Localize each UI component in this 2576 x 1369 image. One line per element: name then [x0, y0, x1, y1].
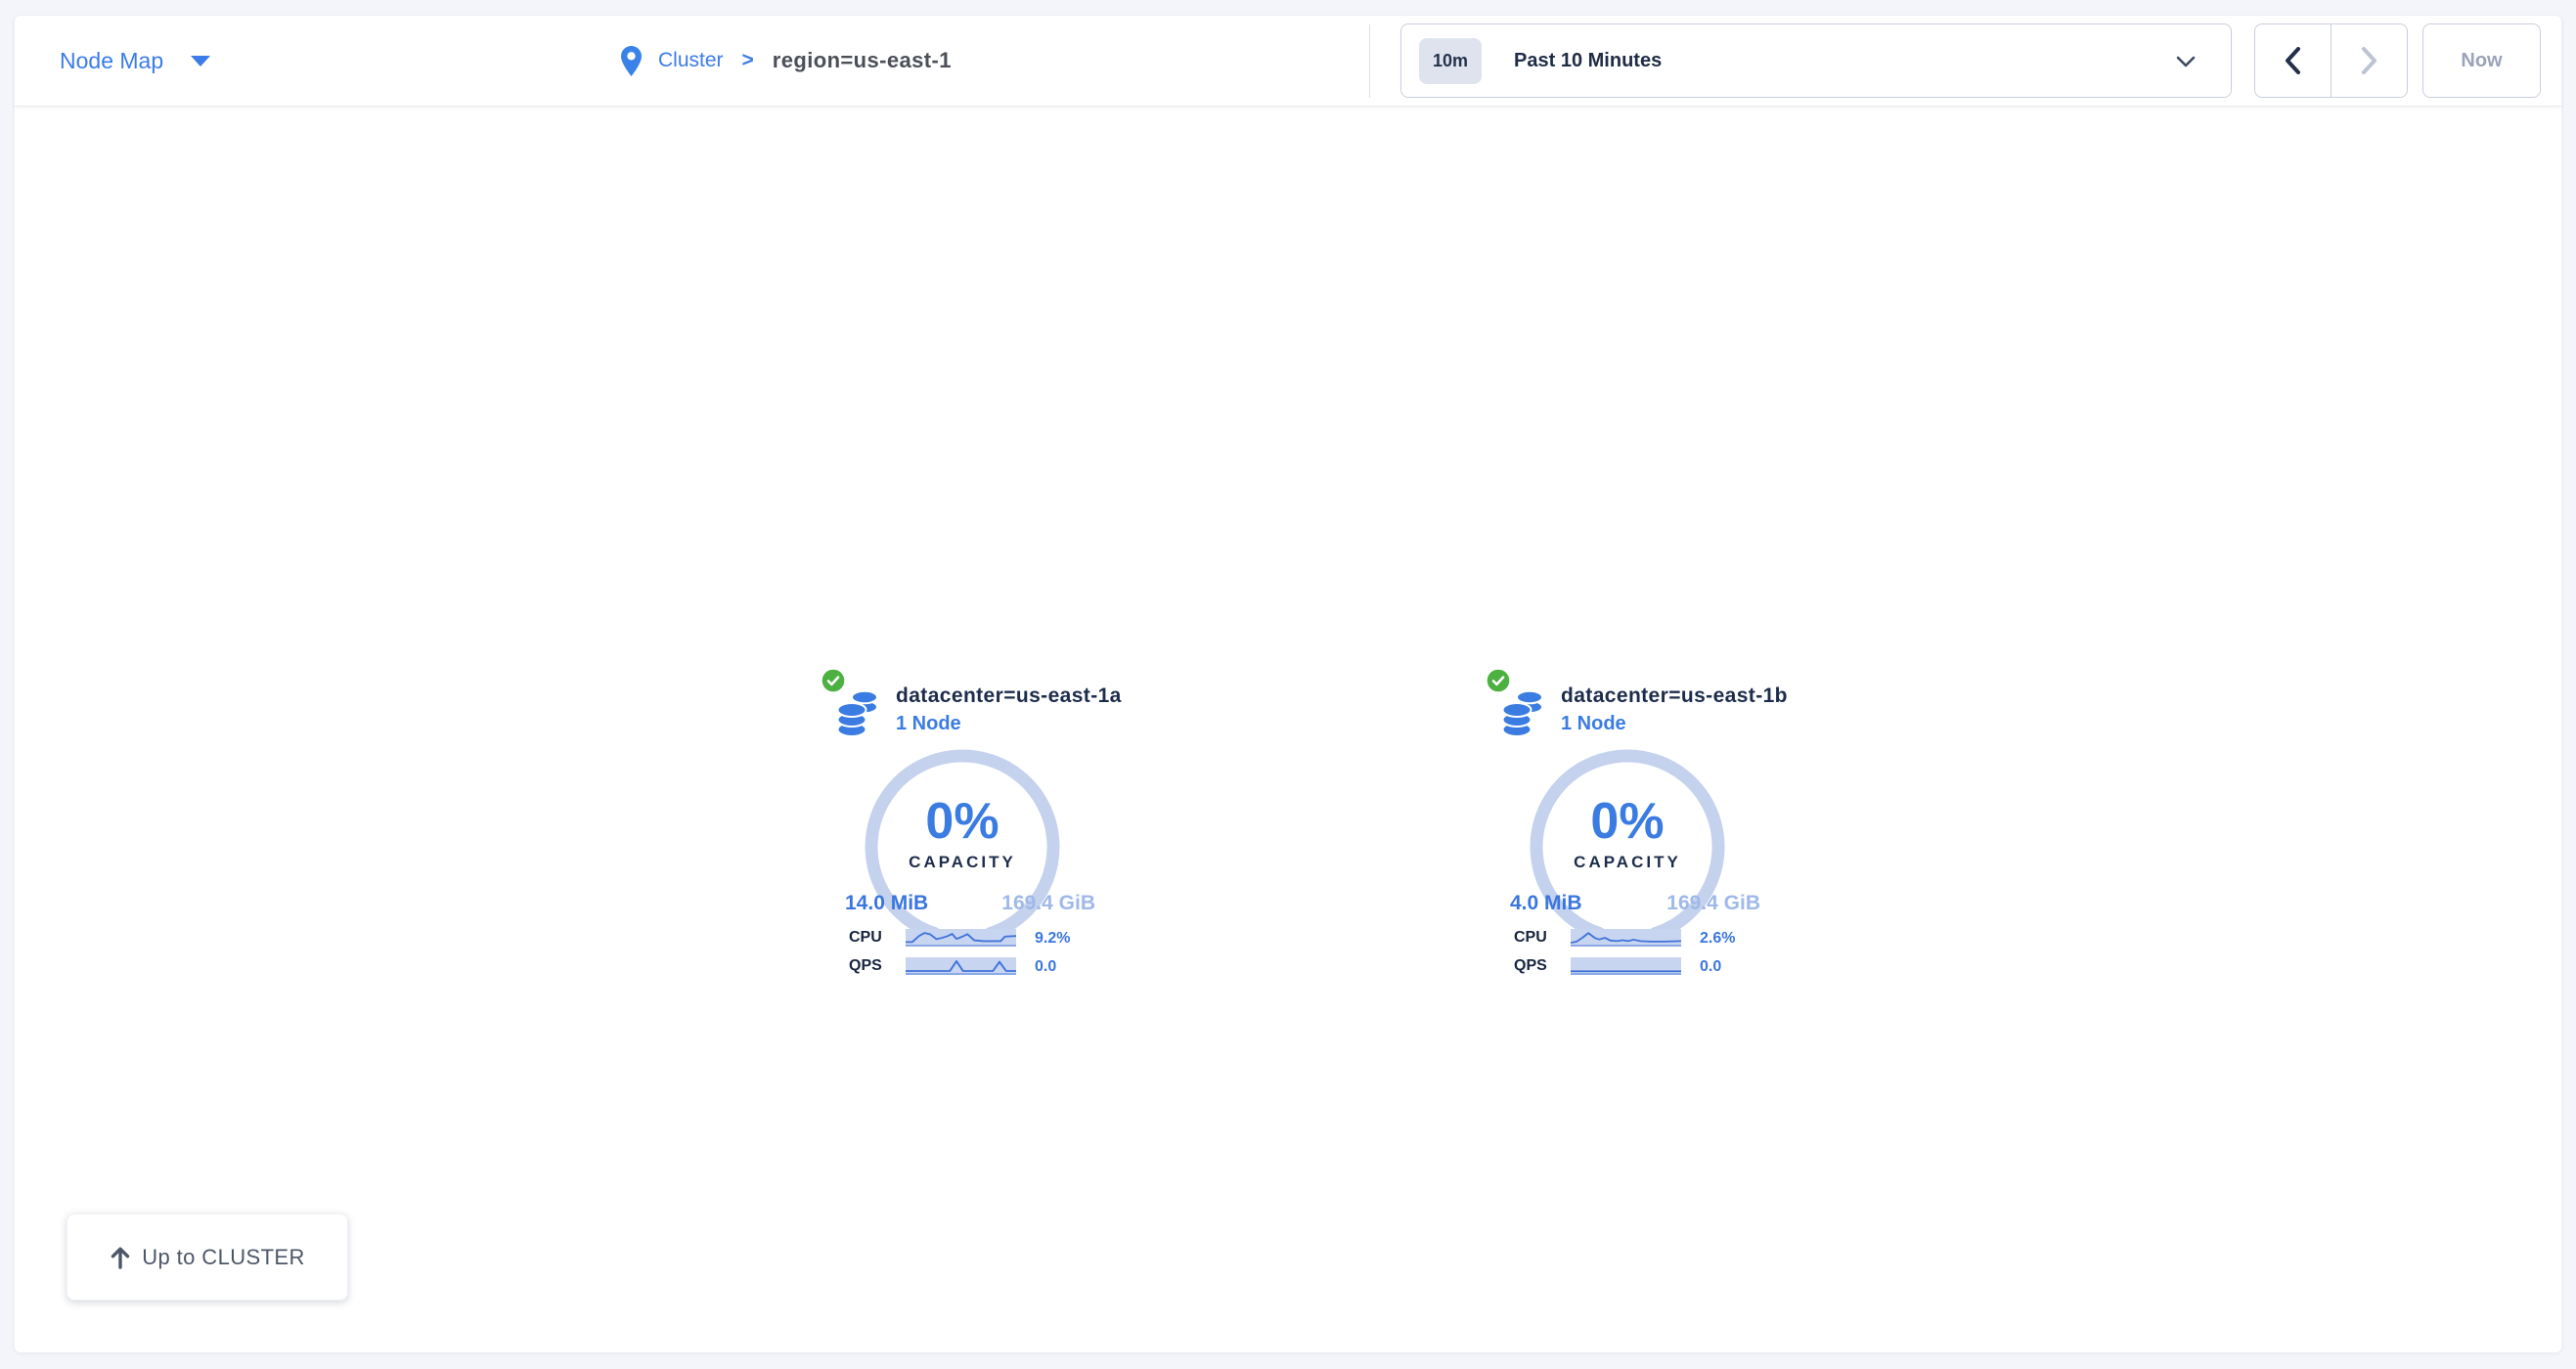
view-selector-label: Node Map	[60, 47, 164, 73]
locality-title: datacenter=us-east-1b	[1561, 684, 1788, 707]
locality-card-us-east-1b[interactable]: datacenter=us-east-1b 1 Node 0% CAPACITY…	[1487, 659, 1788, 987]
locality-card-us-east-1a[interactable]: datacenter=us-east-1a 1 Node 0% CAPACITY…	[822, 659, 1121, 987]
node-map-canvas: datacenter=us-east-1a 1 Node 0% CAPACITY…	[15, 108, 2561, 1352]
arrow-up-icon	[111, 1247, 130, 1269]
capacity-values-row: 14.0 MiB 169.4 GiB	[845, 892, 1095, 915]
cpu-value: 9.2%	[1035, 930, 1071, 947]
cpu-metric-row: CPU 9.2%	[822, 927, 1107, 949]
capacity-word: CAPACITY	[1574, 853, 1681, 871]
breadcrumb-separator: >	[741, 49, 754, 71]
chevron-right-icon	[2362, 47, 2376, 74]
locality-node-count: 1 Node	[896, 713, 961, 734]
healthy-check-icon	[822, 669, 845, 692]
qps-label: QPS	[849, 957, 882, 974]
up-to-cluster-button[interactable]: Up to CLUSTER	[67, 1214, 348, 1301]
breadcrumb: Cluster > region=us-east-1	[621, 16, 952, 106]
capacity-used: 14.0 MiB	[845, 892, 929, 914]
node-map-panel: Node Map Cluster > region=us-east-1 10m …	[15, 16, 2561, 1352]
qps-value: 0.0	[1700, 958, 1722, 975]
time-range-badge: 10m	[1419, 37, 1483, 84]
breadcrumb-cluster-link[interactable]: Cluster	[658, 49, 724, 71]
now-button[interactable]: Now	[2422, 23, 2541, 98]
capacity-percent: 0%	[1590, 793, 1665, 850]
time-window-prev-button[interactable]	[2255, 24, 2332, 97]
qps-metric-row: QPS 0.0	[822, 955, 1107, 977]
capacity-percent: 0%	[925, 793, 999, 850]
qps-sparkline	[906, 957, 1016, 975]
cpu-value: 2.6%	[1700, 930, 1736, 947]
capacity-word: CAPACITY	[909, 853, 1016, 871]
caret-down-icon	[191, 55, 211, 66]
locality-node-count: 1 Node	[1561, 713, 1626, 734]
chevron-down-icon	[2176, 56, 2196, 67]
databases-stack-icon	[837, 689, 878, 737]
cpu-sparkline	[906, 929, 1016, 947]
healthy-check-icon	[1487, 669, 1510, 692]
databases-stack-icon	[1502, 689, 1543, 737]
toolbar: Node Map Cluster > region=us-east-1 10m …	[15, 16, 2561, 107]
capacity-total: 169.4 GiB	[1001, 892, 1095, 914]
chevron-left-icon	[2286, 47, 2300, 74]
time-range-label: Past 10 Minutes	[1514, 49, 1663, 71]
toolbar-divider	[1369, 24, 1370, 98]
view-selector-dropdown[interactable]: Node Map	[60, 16, 211, 106]
capacity-used: 4.0 MiB	[1510, 892, 1582, 914]
time-window-next-button[interactable]	[2332, 24, 2407, 97]
qps-value: 0.0	[1035, 958, 1057, 975]
capacity-total: 169.4 GiB	[1666, 892, 1760, 914]
locality-title: datacenter=us-east-1a	[896, 684, 1122, 707]
cpu-label: CPU	[849, 929, 882, 946]
time-window-nav	[2254, 23, 2408, 98]
breadcrumb-current-locality: region=us-east-1	[772, 48, 952, 72]
cpu-metric-row: CPU 2.6%	[1487, 927, 1772, 949]
qps-label: QPS	[1514, 957, 1547, 974]
location-pin-icon	[621, 45, 642, 76]
time-range-dropdown[interactable]: 10m Past 10 Minutes	[1400, 23, 2232, 98]
capacity-values-row: 4.0 MiB 169.4 GiB	[1510, 892, 1760, 915]
qps-sparkline	[1571, 957, 1681, 975]
cpu-sparkline	[1571, 929, 1681, 947]
cpu-label: CPU	[1514, 929, 1547, 946]
qps-metric-row: QPS 0.0	[1487, 955, 1772, 977]
up-to-cluster-label: Up to CLUSTER	[142, 1244, 305, 1269]
